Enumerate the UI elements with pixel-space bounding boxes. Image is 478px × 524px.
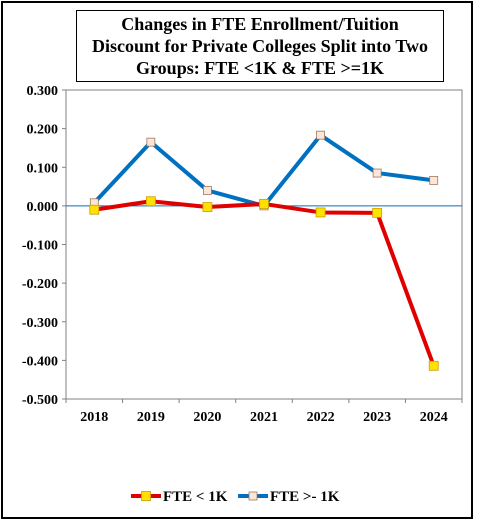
plot-border bbox=[65, 89, 463, 400]
y-tick-label: 0.300 bbox=[27, 84, 59, 99]
x-axis: 2018 2019 2020 2021 2022 2023 2024 bbox=[65, 399, 463, 425]
legend-label: FTE >- 1K bbox=[270, 489, 340, 505]
data-point bbox=[316, 130, 325, 140]
chart-title: Changes in FTE Enrollment/Tuition Discou… bbox=[92, 13, 428, 79]
x-tick-label: 2020 bbox=[193, 410, 221, 425]
data-point bbox=[428, 360, 439, 371]
x-tick-label: 2022 bbox=[307, 410, 335, 425]
data-point bbox=[372, 207, 383, 218]
data-point bbox=[372, 168, 382, 178]
x-tick-label: 2019 bbox=[137, 410, 165, 425]
x-tick-label: 2018 bbox=[80, 410, 108, 425]
chart-title-line-2: Discount for Private Colleges Split into… bbox=[92, 36, 428, 56]
y-axis: 0.300 0.200 0.100 0.000 -0.100 -0.200 -0.300 -0… bbox=[22, 84, 66, 408]
y-tick-label: -0.200 bbox=[22, 277, 58, 292]
data-point bbox=[315, 207, 326, 218]
x-tick-label: 2021 bbox=[250, 410, 278, 425]
data-point bbox=[89, 204, 100, 215]
data-point bbox=[202, 202, 213, 212]
y-tick-label: -0.400 bbox=[22, 354, 58, 369]
plot-area bbox=[65, 89, 463, 400]
chart-title-line-3: Groups: FTE <1K & FTE >=1K bbox=[136, 58, 384, 78]
y-tick-label: 0.200 bbox=[27, 123, 59, 138]
data-point bbox=[145, 196, 156, 207]
data-point bbox=[259, 199, 269, 209]
series-0 bbox=[89, 196, 439, 371]
legend-marker bbox=[248, 491, 258, 501]
data-point bbox=[146, 137, 156, 147]
chart-title-box: Changes in FTE Enrollment/Tuition Discou… bbox=[76, 10, 444, 82]
series-layer bbox=[89, 130, 439, 371]
legend-item-fte-1k-plus: FTE >- 1K bbox=[238, 489, 340, 505]
y-tick-label: 0.000 bbox=[27, 200, 59, 215]
y-tick-label: -0.500 bbox=[22, 393, 58, 408]
y-tick-label: -0.300 bbox=[22, 316, 58, 331]
legend-marker bbox=[141, 491, 151, 501]
y-tick-label: 0.100 bbox=[27, 161, 59, 176]
legend-label: FTE < 1K bbox=[163, 489, 228, 505]
x-tick-label: 2023 bbox=[363, 410, 391, 425]
data-point bbox=[203, 186, 212, 195]
y-tick-label: -0.100 bbox=[22, 239, 58, 254]
x-tick-label: 2024 bbox=[420, 410, 448, 425]
legend-item-fte-under-1k: FTE < 1K bbox=[131, 489, 228, 505]
chart-title-line-1: Changes in FTE Enrollment/Tuition bbox=[121, 14, 399, 34]
data-point bbox=[429, 175, 439, 185]
legend: FTE < 1K FTE >- 1K bbox=[131, 489, 340, 505]
